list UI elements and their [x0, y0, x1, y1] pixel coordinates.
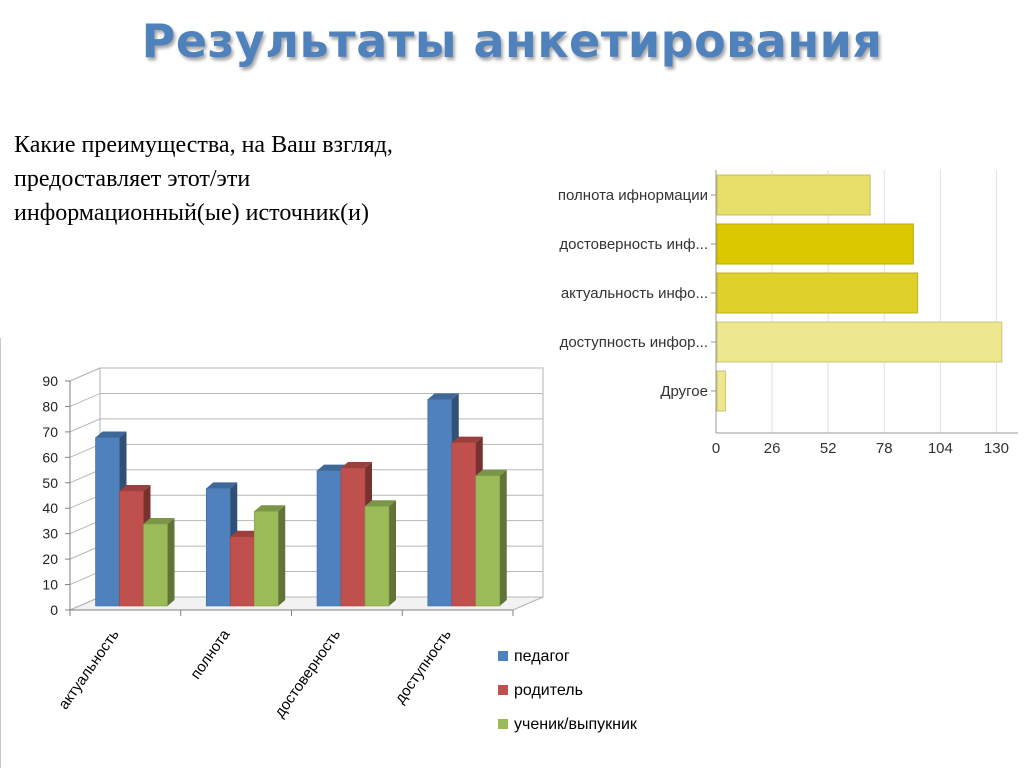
y-tick-label: 70 [42, 424, 58, 440]
bar [716, 272, 919, 314]
y-tick-label: 20 [42, 551, 58, 567]
bar [95, 437, 120, 607]
bar-top [317, 464, 348, 471]
horizontal-bar-chart: 0 26 52 78 104 130 полнота ифнормации достоверн… [558, 170, 1018, 457]
y-tick-label: 50 [42, 475, 58, 491]
x-tick-label: 130 [984, 440, 1009, 457]
bar [716, 321, 1003, 363]
bar-top [119, 484, 151, 491]
question-line: информационный(ые) источник(и) [14, 200, 369, 226]
legend-swatch [498, 719, 508, 729]
bar [475, 475, 501, 607]
bar [716, 370, 727, 412]
x-tick-label: 78 [876, 440, 893, 457]
bar-top [230, 530, 262, 537]
category-label: полнота ифнормации [558, 187, 708, 204]
bar-side [389, 500, 396, 606]
bar [205, 488, 231, 607]
bar-side [278, 505, 286, 606]
legend-swatch [498, 651, 508, 661]
x-tick-label: 52 [820, 440, 837, 457]
bar-top [427, 393, 459, 400]
y-tick-label: 90 [42, 373, 58, 389]
category-label: актуальность [55, 626, 122, 712]
bar [364, 505, 390, 607]
y-tick-label: 60 [42, 449, 58, 465]
y-tick-label: 10 [42, 577, 58, 593]
gridline [69, 367, 543, 382]
bar-top [451, 436, 483, 443]
bar [340, 467, 366, 607]
bar-top [341, 462, 372, 469]
bar-top [143, 518, 175, 525]
question-line: Какие преимущества, на Ваш взгляд, [14, 132, 393, 158]
question-text: Какие преимущества, на Ваш взгляд, предо… [14, 128, 524, 230]
bar-top [254, 505, 286, 512]
bar [119, 490, 144, 607]
bar [316, 470, 342, 607]
bar [427, 399, 453, 607]
category-label: доступность [392, 626, 455, 706]
gridline [69, 392, 543, 407]
bar [716, 223, 914, 265]
bar [716, 174, 871, 216]
x-tick-label: 0 [712, 440, 720, 457]
bar [143, 523, 168, 607]
category-label: достоверность [271, 626, 344, 720]
category-label: доступность инфор... [560, 334, 708, 351]
legend-label: педагог [514, 648, 570, 665]
legend-label: ученик/выпукник [514, 716, 638, 733]
slide-divider [0, 338, 1, 768]
gridline [69, 418, 543, 433]
bar [229, 536, 255, 607]
category-label: Другое [660, 383, 708, 400]
y-tick-label: 80 [42, 398, 58, 414]
bar [451, 442, 477, 607]
bar-top [365, 500, 396, 507]
column-chart-3d: 0 10 20 30 40 50 60 70 80 90 актуальность полнота до… [42, 367, 638, 733]
page-title: Результаты анкетирования [141, 14, 883, 68]
bar-side [167, 518, 175, 606]
bar-top [206, 482, 238, 489]
legend-label: родитель [514, 682, 583, 699]
y-tick-label: 40 [42, 500, 58, 516]
legend-swatch [498, 685, 508, 695]
bar-side [499, 469, 507, 606]
bar [253, 511, 279, 607]
category-label: актуальность инфо... [561, 285, 708, 302]
category-label: полнота [187, 626, 234, 682]
y-tick-label: 0 [50, 602, 58, 618]
x-tick-label: 26 [764, 440, 781, 457]
bar-top [95, 431, 127, 438]
question-line: предоставляет этот/эти [14, 166, 251, 192]
category-label: достоверность инф... [559, 236, 708, 253]
bar-top [475, 469, 507, 476]
y-tick-label: 30 [42, 526, 58, 542]
x-tick-label: 104 [928, 440, 953, 457]
